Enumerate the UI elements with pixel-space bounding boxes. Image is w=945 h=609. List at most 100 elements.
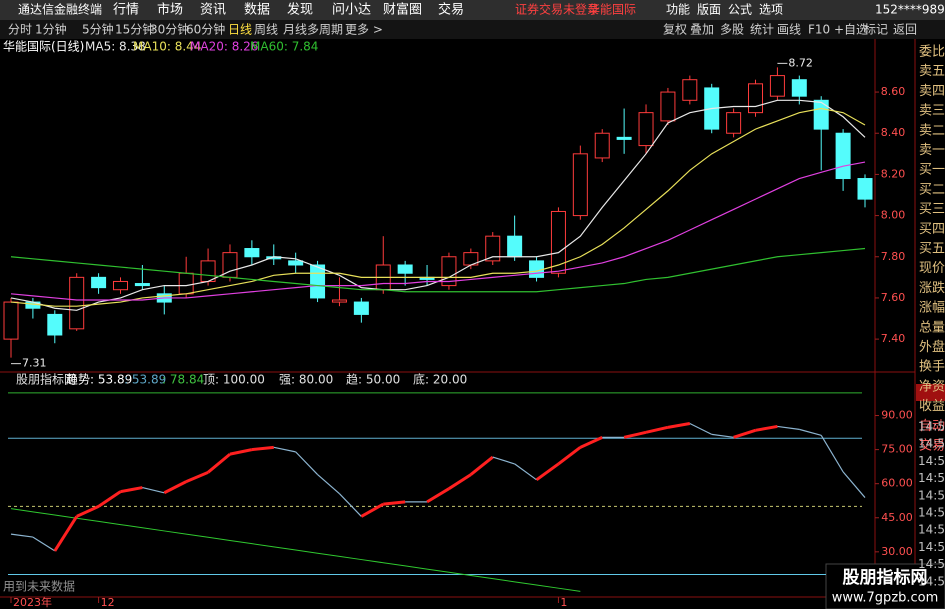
trend-segment (360, 502, 384, 518)
candle-body (682, 79, 698, 101)
trend-segment (317, 474, 340, 495)
candle-body (331, 299, 347, 303)
toolbar (0, 20, 945, 39)
trend-segment (799, 428, 822, 436)
tool-button[interactable]: F10 (808, 23, 830, 37)
period-tab[interactable]: 30分钟 (150, 22, 189, 37)
indicator-title: 股朋指标网 (16, 372, 76, 387)
menu-item[interactable]: 发现 (287, 2, 313, 18)
tool-button[interactable]: 叠加 (690, 23, 714, 37)
tool-button[interactable]: 统计 (750, 23, 774, 37)
trend-segment (339, 493, 362, 517)
candle-body (485, 235, 501, 262)
tool-button[interactable]: 标记 (864, 23, 888, 37)
period-tab[interactable]: 15分钟 (115, 22, 154, 37)
y-tick-label: 8.20 (881, 167, 906, 180)
candle-body (288, 260, 304, 266)
trend-segment (557, 446, 582, 466)
trend-segment (820, 434, 844, 473)
period-tab[interactable]: 日线 (228, 23, 252, 37)
trade-time: 14:56 (918, 506, 945, 520)
y-tick-label: 30.00 (881, 545, 913, 558)
candle-body (91, 276, 107, 289)
quote-label: 卖五 (919, 64, 945, 79)
period-tab[interactable]: 60分钟 (186, 22, 225, 37)
period-tab[interactable]: 周线 (254, 23, 278, 37)
trend-segment (579, 435, 603, 449)
tool-button[interactable]: +自选 (834, 23, 868, 37)
menu-item[interactable]: 公式 (728, 3, 752, 17)
trade-time: 14:56 (918, 437, 945, 451)
legend-entry: MA10: 8.44 (133, 40, 201, 54)
trend-segment (383, 500, 406, 506)
auto-highlight (916, 384, 945, 401)
quote-label: 买五 (919, 242, 945, 257)
trend-segment (120, 486, 143, 494)
y-tick-label: 75.00 (881, 443, 913, 456)
candle-body (857, 178, 873, 200)
period-tab[interactable]: 1分钟 (35, 22, 67, 37)
y-tick-label: 90.00 (881, 409, 913, 422)
quote-label: 涨幅 (919, 301, 945, 316)
y-tick-label: 8.00 (881, 209, 906, 222)
menu-item[interactable]: 行情 (113, 3, 139, 18)
tool-button[interactable]: 多股 (720, 23, 744, 37)
trend-segment (689, 422, 712, 435)
candle-body (529, 260, 545, 278)
ma-line (10, 247, 866, 293)
tool-button[interactable]: 复权 (663, 23, 687, 37)
menu-item[interactable]: 数据 (244, 3, 270, 18)
period-tab[interactable]: 分时 (8, 23, 32, 37)
period-tab[interactable]: 月线 (283, 23, 307, 37)
y-tick-label: 60.00 (881, 477, 913, 490)
period-tab[interactable]: 更多 > (345, 23, 383, 37)
future-note: 用到未来数据 (3, 579, 75, 594)
candle-body (660, 91, 676, 122)
trend-segment (53, 515, 78, 552)
menu-item[interactable]: 资讯 (200, 3, 226, 18)
trend-segment (733, 428, 756, 439)
candle-body (47, 313, 63, 336)
trend-segment (777, 425, 800, 430)
trend-segment (667, 422, 691, 429)
trend-segment (10, 533, 33, 538)
watermark-url: www.7gpzb.com (832, 591, 939, 606)
candle-body (813, 99, 829, 130)
y-tick-label: 7.80 (881, 250, 906, 263)
login-status[interactable]: 证券交易未登录 (515, 2, 599, 17)
candle-body (550, 210, 566, 274)
candle-body (835, 132, 851, 180)
trend-segment (142, 486, 165, 494)
y-tick-label: 8.40 (881, 126, 906, 139)
menu-item[interactable]: 功能 (666, 3, 690, 17)
quote-label: 自动 (919, 419, 945, 434)
quote-label: 收益 (919, 399, 945, 414)
quote-label: 外盘 (919, 339, 945, 355)
tool-button[interactable]: 返回 (893, 23, 917, 37)
watermark-box (825, 563, 945, 609)
menu-item[interactable]: 市场 (157, 2, 183, 18)
indicator-value: : 53.89 (124, 373, 166, 387)
candle-body (507, 235, 523, 258)
tool-button[interactable]: 画线 (777, 23, 801, 37)
indicator-value: : 78.84 (162, 373, 204, 387)
chart-title: 华能国际(日线) (3, 40, 84, 54)
trade-time: 14:56 (918, 454, 945, 468)
menu-item[interactable]: 版面 (697, 3, 721, 17)
menu-item[interactable]: 交易 (438, 2, 464, 18)
menu-item[interactable]: 选项 (759, 3, 783, 17)
quote-label: 交易 (919, 438, 945, 454)
reference-label: 顶: 100.00 (203, 373, 265, 387)
period-tab[interactable]: 5分钟 (82, 22, 114, 37)
trend-segment (273, 446, 296, 453)
candle-body (616, 136, 632, 140)
candle-body (594, 132, 610, 159)
quote-label: 涨跌 (919, 280, 945, 296)
trend-segment (535, 462, 560, 482)
menu-item[interactable]: 财富圈 (383, 2, 422, 18)
candle-body (572, 153, 588, 217)
candle-body (3, 301, 19, 340)
period-tab[interactable]: 多周期 (307, 23, 343, 37)
menu-item[interactable]: 问小达 (332, 3, 371, 18)
